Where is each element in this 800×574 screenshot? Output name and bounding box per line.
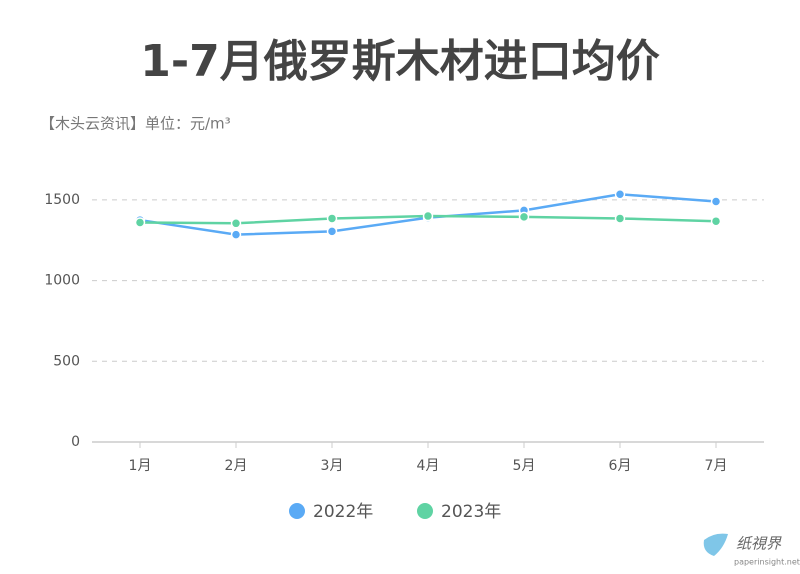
- y-tick-label: 500: [53, 353, 80, 369]
- chart-subtitle: 【木头云资讯】单位：元/m³: [40, 115, 231, 133]
- data-point: [134, 217, 146, 228]
- data-point: [230, 229, 242, 240]
- legend-label: 2023年: [441, 502, 501, 522]
- x-tick-label: 3月: [321, 458, 344, 474]
- watermark-name: 纸視界: [736, 535, 782, 553]
- y-tick-label: 1500: [44, 192, 80, 208]
- y-tick-label: 1000: [44, 273, 80, 289]
- legend-marker: [417, 503, 433, 519]
- data-point: [518, 211, 530, 223]
- x-tick-label: 7月: [705, 458, 728, 474]
- data-point: [230, 218, 242, 229]
- data-point: [422, 210, 434, 222]
- y-tick-label: 0: [71, 434, 80, 450]
- x-tick-label: 2月: [225, 458, 248, 474]
- x-tick-label: 5月: [513, 458, 536, 474]
- data-point: [326, 226, 338, 237]
- watermark-logo: [703, 533, 728, 556]
- data-point: [614, 189, 626, 200]
- data-point: [710, 215, 722, 227]
- chart-title: 1-7月俄罗斯木材进口均价: [140, 36, 660, 87]
- legend-label: 2022年: [313, 502, 373, 522]
- x-tick-label: 1月: [129, 458, 152, 474]
- x-tick-label: 4月: [417, 458, 440, 474]
- x-tick-label: 6月: [609, 458, 632, 474]
- data-point: [326, 213, 338, 224]
- watermark-site: paperinsight.net: [734, 558, 800, 567]
- data-point: [710, 196, 722, 207]
- data-point: [614, 213, 626, 224]
- legend-marker: [289, 503, 305, 519]
- watermark: 纸視界 paperinsight.net: [703, 533, 800, 567]
